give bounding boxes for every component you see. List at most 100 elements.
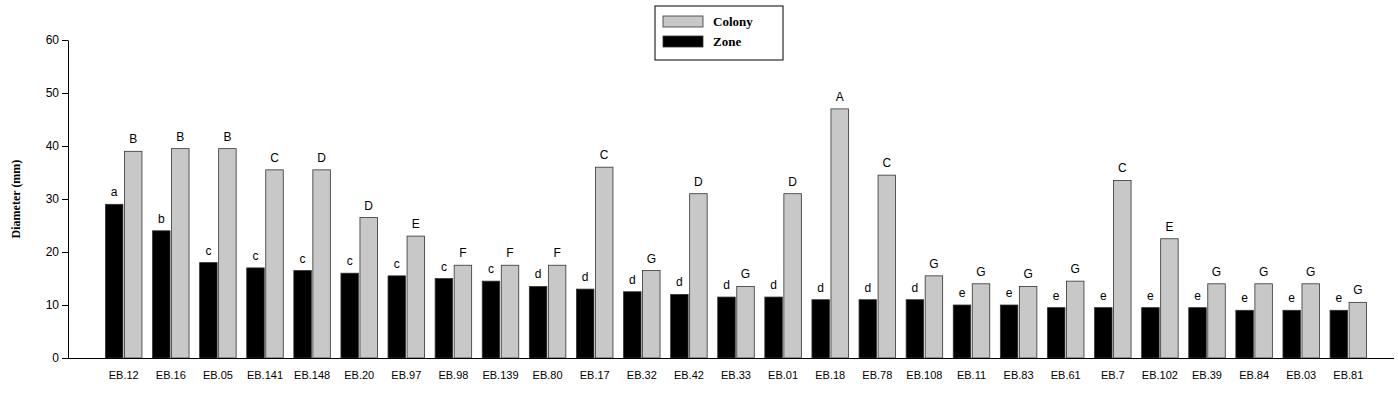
- tick-mark: [62, 358, 68, 359]
- bar: [1066, 281, 1083, 358]
- tick-label: EB.42: [674, 369, 704, 381]
- letter: e: [1241, 291, 1248, 305]
- tick-mark: [62, 40, 68, 41]
- bar: [1236, 310, 1253, 358]
- bar: [548, 265, 565, 358]
- tick-label: EB.17: [580, 369, 610, 381]
- letter: G: [1023, 267, 1032, 281]
- letter: c: [488, 262, 494, 276]
- tick: 40: [46, 139, 68, 153]
- tick-label: EB.01: [768, 369, 798, 381]
- bar: [454, 265, 471, 358]
- letter: d: [723, 278, 730, 292]
- bar: [294, 271, 311, 358]
- tick: EB.97: [391, 358, 421, 381]
- chart: abcccccccdddddddddeeeeeeeeeBBBCDDEFFFCGD…: [0, 0, 1398, 402]
- letter: e: [1006, 286, 1013, 300]
- letter: e: [1335, 291, 1342, 305]
- bar: [360, 218, 377, 358]
- letter: a: [111, 185, 118, 199]
- bar: [718, 297, 735, 358]
- tick: EB.32: [627, 358, 657, 381]
- letter: C: [1118, 161, 1127, 175]
- tick-label: 20: [46, 245, 60, 259]
- bar: [172, 149, 189, 358]
- tick: EB.05: [203, 358, 233, 381]
- tick-label: EB.102: [1142, 369, 1178, 381]
- tick-mark: [62, 146, 68, 147]
- tick-label: EB.33: [721, 369, 751, 381]
- letter: D: [694, 175, 703, 189]
- letter: e: [959, 286, 966, 300]
- letter: B: [129, 132, 137, 146]
- letter: d: [864, 281, 871, 295]
- tick: EB.61: [1051, 358, 1081, 381]
- bar: [1019, 286, 1036, 358]
- letter: A: [836, 90, 844, 104]
- tick: EB.102: [1142, 358, 1178, 381]
- tick-label: 50: [46, 86, 60, 100]
- tick: 0: [52, 351, 68, 365]
- legend-swatch: [663, 16, 703, 27]
- bar: [1255, 284, 1272, 358]
- tick-label: 60: [46, 33, 60, 47]
- bar: [219, 149, 236, 358]
- x-axis: EB.12EB.16EB.05EB.141EB.148EB.20EB.97EB.…: [68, 358, 1394, 381]
- letter: d: [629, 273, 636, 287]
- bar: [1330, 310, 1347, 358]
- letter: e: [1053, 289, 1060, 303]
- bar: [1302, 284, 1319, 358]
- tick-label: EB.81: [1333, 369, 1363, 381]
- letter: d: [582, 270, 589, 284]
- bar: [784, 194, 801, 358]
- tick-label: EB.139: [482, 369, 518, 381]
- tick-label: EB.80: [533, 369, 563, 381]
- tick-label: EB.03: [1286, 369, 1316, 381]
- tick-label: EB.32: [627, 369, 657, 381]
- bar: [737, 286, 754, 358]
- bar: [1349, 302, 1366, 358]
- tick-label: EB.20: [344, 369, 374, 381]
- letter: c: [394, 257, 400, 271]
- bar: [1283, 310, 1300, 358]
- tick-mark: [62, 305, 68, 306]
- tick: 50: [46, 86, 68, 100]
- bar: [1208, 284, 1225, 358]
- tick-label: EB.61: [1051, 369, 1081, 381]
- tick: EB.16: [156, 358, 186, 381]
- tick-label: EB.141: [247, 369, 283, 381]
- tick: EB.03: [1286, 358, 1316, 381]
- tick: EB.98: [438, 358, 468, 381]
- tick-label: 30: [46, 192, 60, 206]
- letter: c: [441, 260, 447, 274]
- tick: 10: [46, 298, 68, 312]
- tick-label: EB.16: [156, 369, 186, 381]
- axis-line: [68, 41, 69, 359]
- letter: G: [741, 267, 750, 281]
- bar: [105, 204, 122, 358]
- bar: [972, 284, 989, 358]
- bar: [435, 279, 452, 359]
- bar: [407, 236, 424, 358]
- letter: e: [1100, 289, 1107, 303]
- letter: C: [600, 148, 609, 162]
- bar: [529, 286, 546, 358]
- bar: [925, 276, 942, 358]
- bar: [388, 276, 405, 358]
- tick: EB.17: [580, 358, 610, 381]
- letter: D: [317, 151, 326, 165]
- letter: C: [270, 151, 279, 165]
- tick: EB.33: [721, 358, 751, 381]
- bar: [153, 231, 170, 358]
- bar: [247, 268, 264, 358]
- tick-label: EB.78: [862, 369, 892, 381]
- letter: G: [1212, 265, 1221, 279]
- bar: [313, 170, 330, 358]
- letter: D: [788, 175, 797, 189]
- letter: G: [929, 257, 938, 271]
- bar: [1000, 305, 1017, 358]
- axis-line: [68, 358, 1394, 359]
- bar: [812, 300, 829, 358]
- letter: E: [412, 217, 420, 231]
- bar: [1047, 308, 1064, 358]
